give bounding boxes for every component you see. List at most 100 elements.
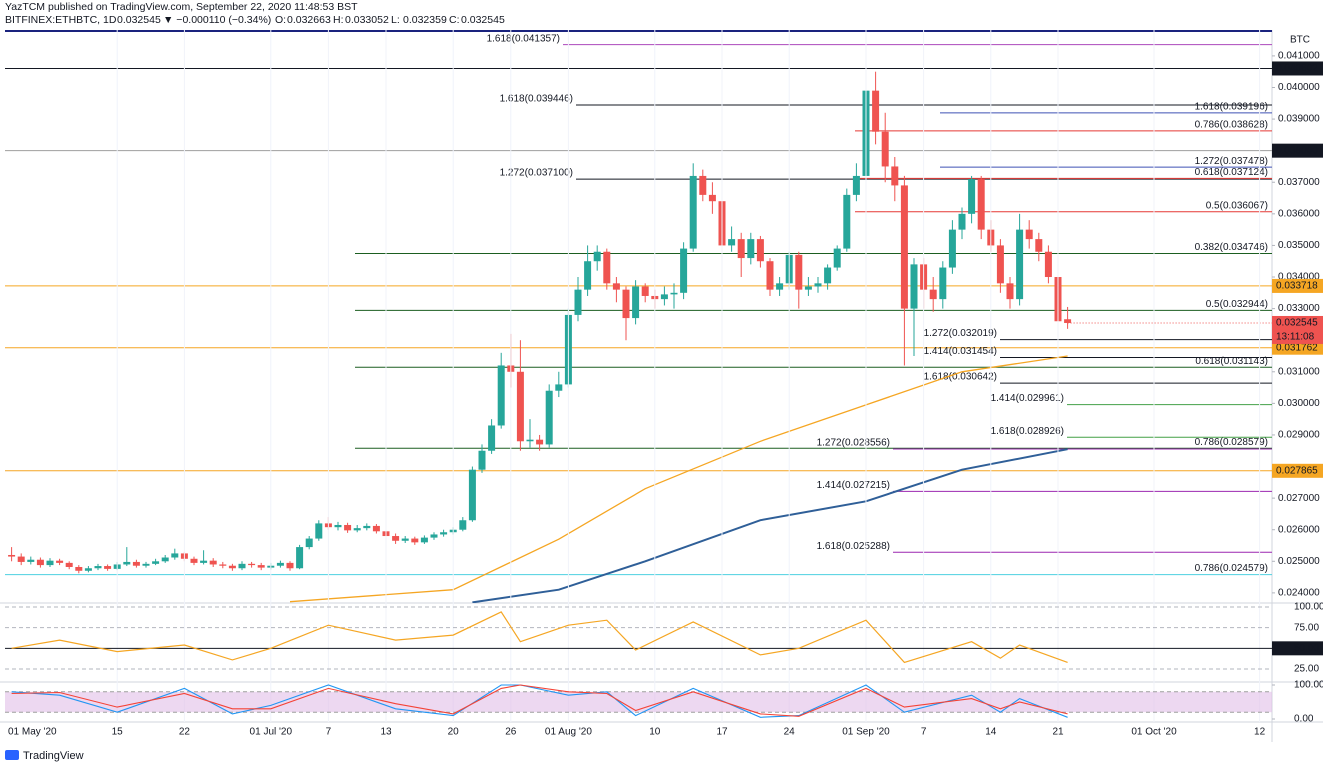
level-label: 1.272(0.037478) [1195, 156, 1268, 167]
countdown: 13:11:08 [1276, 332, 1315, 343]
candle-body [1006, 283, 1014, 300]
candle-body [747, 239, 755, 259]
price-tag [1272, 143, 1323, 158]
candle-body [392, 536, 400, 541]
y-tick-label: 0.041000 [1278, 51, 1320, 62]
level-label: 0.618(0.037124) [1195, 167, 1268, 178]
rsi-line [11, 611, 1068, 664]
candle-body [660, 294, 668, 300]
y-tick-label: 0.033000 [1278, 303, 1320, 314]
candle-body [430, 534, 438, 538]
candle-body [526, 439, 534, 442]
header-text: 0.032545 [117, 14, 161, 26]
candle-body [1025, 229, 1033, 240]
candle-body [593, 251, 601, 262]
candle-body [939, 267, 947, 300]
x-tick-label: 01 Aug '20 [545, 727, 592, 738]
level-label: 1.272(0.037100) [500, 168, 573, 179]
x-tick-label: 12 [1254, 727, 1266, 738]
candle-body [353, 528, 361, 531]
candle-body [36, 559, 44, 566]
candle-body [641, 286, 649, 296]
last-price-tag [1272, 315, 1323, 344]
candle-body [910, 264, 918, 309]
candle-body [584, 261, 592, 290]
candle-body [305, 538, 313, 548]
level-label: 0.786(0.028579) [1195, 437, 1268, 448]
rsi-tick-label: 75.00 [1294, 622, 1319, 633]
level-label: 0.786(0.038628) [1195, 119, 1268, 130]
candle-body [27, 559, 35, 562]
candle-body [900, 185, 908, 309]
x-start-label: 01 May '20 [8, 727, 57, 738]
candle-body [545, 390, 553, 445]
x-tick-label: 15 [112, 727, 124, 738]
x-tick-label: 7 [326, 727, 332, 738]
header-text: C: [449, 14, 460, 26]
candle-body [574, 289, 582, 315]
header-text: 0.032663 [287, 14, 331, 26]
x-tick-label: 14 [985, 727, 997, 738]
plot-area: 1.618(0.041357) 1.618(0.039446) 1.618(0.03… [5, 30, 1272, 603]
candle-body [699, 175, 707, 195]
candle-body [977, 179, 985, 230]
candle-body [766, 261, 774, 290]
candle-body [200, 560, 208, 563]
candle-body [843, 194, 851, 249]
level-label: 1.618(0.041357) [487, 33, 560, 44]
candle-body [75, 566, 83, 571]
price-tag-label: 0.031762 [1276, 342, 1318, 353]
x-tick-label: 26 [505, 727, 517, 738]
level-label: 1.414(0.029961) [991, 393, 1064, 404]
candle-body [958, 213, 966, 230]
y-tick-label: 0.030000 [1278, 398, 1320, 409]
candle-body [756, 239, 764, 262]
candle-body [804, 286, 812, 290]
candle-body [516, 371, 524, 442]
y-tick-label: 0.040000 [1278, 82, 1320, 93]
candle-body [228, 565, 236, 569]
price-tag-label: 0.033718 [1276, 281, 1318, 292]
candle-body [123, 561, 131, 565]
candle-body [315, 523, 323, 539]
candle-body [209, 560, 217, 565]
candle-body [363, 525, 371, 529]
candle-body [411, 538, 419, 543]
candle-body [814, 283, 822, 287]
stoch-tick-label: 0.00 [1294, 714, 1314, 725]
brand: TradingView [23, 750, 84, 762]
candle-body [132, 561, 140, 566]
rsi-midline-tag [1272, 641, 1323, 656]
candle-body [497, 365, 505, 426]
x-tick-label: 17 [716, 727, 728, 738]
candle-body [190, 558, 198, 563]
level-label: 1.618(0.030642) [924, 372, 997, 383]
candle-body [680, 248, 688, 293]
header-text: BITFINEX:ETHBTC, 1D [5, 14, 117, 26]
rsi-tick-label: 25.00 [1294, 664, 1319, 675]
level-label: 0.382(0.034746) [1195, 242, 1268, 253]
header-text: L: [391, 14, 400, 26]
candle-body [257, 565, 265, 568]
candle-body [65, 562, 73, 567]
header-text: 0.033052 [345, 14, 389, 26]
level-label: 1.618(0.025288) [817, 541, 890, 552]
y-tick-label: 0.029000 [1278, 430, 1320, 441]
level-label: 1.414(0.027215) [817, 480, 890, 491]
candle-body [881, 131, 889, 167]
candle-body [84, 568, 92, 571]
candle-body [833, 248, 841, 268]
stoch-tick-label: 100.00 [1294, 680, 1323, 691]
header-text: ▼ −0.000110 (−0.34%) [163, 14, 271, 26]
price-tag [1272, 340, 1323, 355]
candle-body [891, 166, 899, 186]
x-tick-label: 21 [1052, 727, 1064, 738]
price-tag-label: 0.027865 [1276, 465, 1318, 476]
y-tick-label: 0.036000 [1278, 208, 1320, 219]
level-label: 1.272(0.028556) [817, 438, 890, 449]
candle-body [171, 553, 179, 558]
candle-body [929, 289, 937, 300]
candle-body [536, 439, 544, 445]
